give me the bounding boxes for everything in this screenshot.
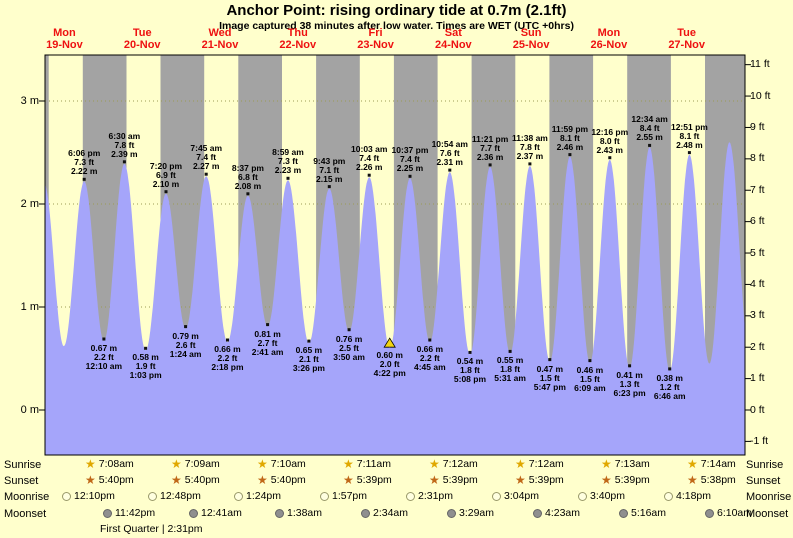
page-subtitle: Image captured 38 minutes after low wate… [219,20,574,32]
page-title: Anchor Point: rising ordinary tide at 0.… [226,2,567,19]
